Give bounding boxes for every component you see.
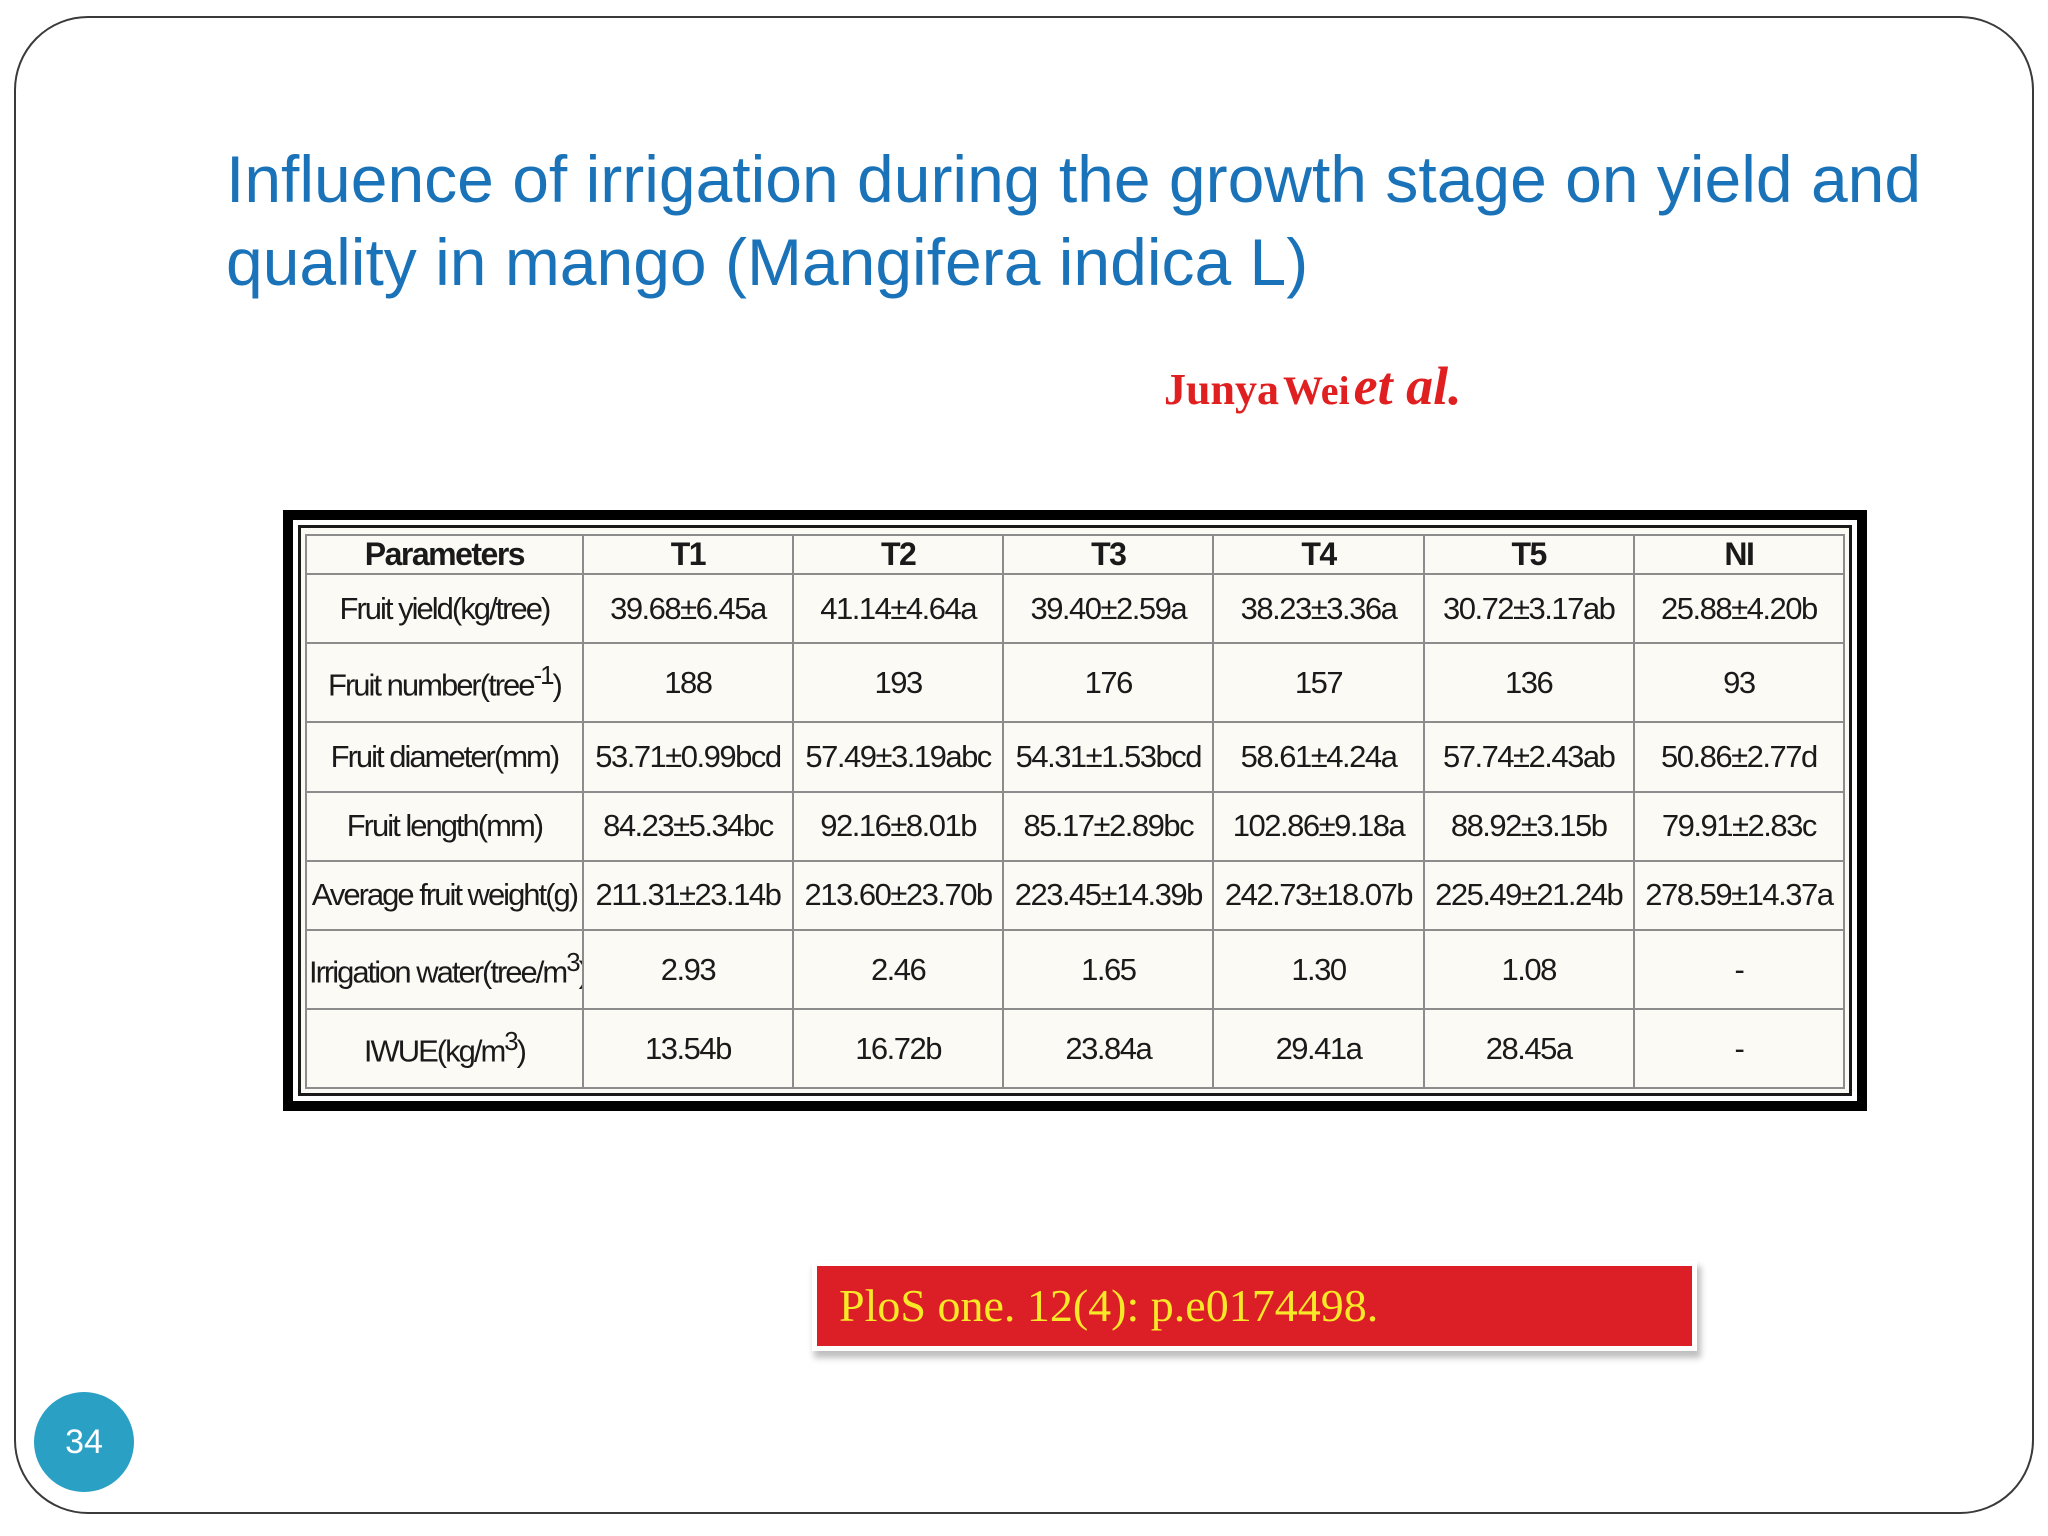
param-cell: Fruit length(mm) <box>305 790 584 862</box>
value-cell: 93 <box>1632 642 1846 724</box>
param-cell: Fruit diameter(mm) <box>305 721 584 793</box>
page-number-badge: 34 <box>34 1392 134 1492</box>
param-label: Fruit diameter(mm) <box>330 738 561 774</box>
value-cell: 16.72b <box>792 1008 1005 1089</box>
value-cell: 1.65 <box>1002 929 1215 1010</box>
table-row: IWUE(kg/m3) 13.54b 16.72b 23.84a 29.41a … <box>305 1008 1846 1089</box>
value-cell: 188 <box>581 642 795 724</box>
table-header-row: Parameters T1 T2 T3 T4 T5 NI <box>305 534 1846 575</box>
author-etal: et al. <box>1353 356 1462 416</box>
slide-title: Influence of irrigation during the growt… <box>226 142 1922 299</box>
table-mat: Parameters T1 T2 T3 T4 T5 NI Fruit yield… <box>293 520 1857 1101</box>
value-cell: 1.30 <box>1212 929 1425 1010</box>
value-cell: 2.46 <box>792 929 1005 1010</box>
header-cell: NI <box>1632 534 1846 575</box>
param-cell: Fruit number(tree-1) <box>305 642 584 724</box>
value-cell: 57.49±3.19abc <box>792 721 1005 793</box>
value-cell: 176 <box>1002 642 1215 724</box>
value-cell: 2.93 <box>581 929 795 1010</box>
param-superscript: 3 <box>566 948 580 977</box>
value-cell: 58.61±4.24a <box>1212 721 1425 793</box>
author-first-name: Junya <box>1164 365 1279 414</box>
param-label-end: ) <box>516 1033 527 1069</box>
param-label-end: ) <box>552 667 562 703</box>
param-label: Average fruit weight(g) <box>311 877 579 913</box>
table-body: Fruit yield(kg/tree) 39.68±6.45a 41.14±4… <box>305 572 1846 1089</box>
param-label: Fruit yield(kg/tree) <box>339 590 552 626</box>
value-cell: 102.86±9.18a <box>1212 790 1425 862</box>
param-label: Irrigation water(tree/m <box>309 954 568 990</box>
header-cell: Parameters <box>305 534 584 575</box>
value-cell: 157 <box>1212 642 1425 724</box>
value-cell: 85.17±2.89bc <box>1002 790 1215 862</box>
value-cell: 23.84a <box>1002 1008 1215 1089</box>
param-label: Fruit length(mm) <box>346 808 544 844</box>
author-last-name: Wei <box>1282 368 1350 413</box>
header-cell: T1 <box>581 534 795 575</box>
value-cell: 30.72±3.17ab <box>1422 572 1635 645</box>
value-cell: 223.45±14.39b <box>1002 859 1215 932</box>
value-cell: 242.73±18.07b <box>1212 859 1425 932</box>
value-cell: 38.23±3.36a <box>1212 572 1425 645</box>
param-label-end: ) <box>579 954 581 989</box>
value-cell: 28.45a <box>1422 1008 1635 1089</box>
value-cell: 225.49±21.24b <box>1422 859 1635 932</box>
value-cell: 84.23±5.34bc <box>581 790 795 862</box>
value-cell: 92.16±8.01b <box>792 790 1005 862</box>
value-cell: 88.92±3.15b <box>1422 790 1635 862</box>
value-cell: 41.14±4.64a <box>792 572 1005 645</box>
value-cell: 213.60±23.70b <box>792 859 1005 932</box>
param-label: IWUE(kg/m <box>363 1033 506 1069</box>
table-row: Fruit number(tree-1) 188 193 176 157 136… <box>305 642 1846 724</box>
header-cell: T3 <box>1002 534 1215 575</box>
param-superscript: -1 <box>533 662 555 691</box>
value-cell: 39.68±6.45a <box>581 572 795 645</box>
table-border: Parameters T1 T2 T3 T4 T5 NI Fruit yield… <box>298 525 1852 1096</box>
param-cell: Fruit yield(kg/tree) <box>305 572 584 645</box>
value-cell: 50.86±2.77d <box>1632 721 1846 793</box>
table-row: Fruit length(mm) 84.23±5.34bc 92.16±8.01… <box>305 790 1846 862</box>
value-cell: 54.31±1.53bcd <box>1002 721 1215 793</box>
param-cell: Irrigation water(tree/m3) <box>305 929 584 1010</box>
param-cell: IWUE(kg/m3) <box>305 1008 584 1089</box>
table-row: Fruit diameter(mm) 53.71±0.99bcd 57.49±3… <box>305 721 1846 793</box>
param-superscript: 3 <box>504 1027 518 1056</box>
value-cell: 53.71±0.99bcd <box>581 721 795 793</box>
results-table: Parameters T1 T2 T3 T4 T5 NI Fruit yield… <box>305 534 1846 1089</box>
value-cell: 136 <box>1422 642 1635 724</box>
header-cell: T4 <box>1212 534 1425 575</box>
value-cell: 25.88±4.20b <box>1632 572 1846 645</box>
table-row: Fruit yield(kg/tree) 39.68±6.45a 41.14±4… <box>305 572 1846 645</box>
header-cell: T2 <box>792 534 1005 575</box>
value-cell: - <box>1632 1008 1846 1089</box>
author-line: Junya Wei et al. <box>1164 356 1462 430</box>
header-cell: T5 <box>1422 534 1635 575</box>
param-cell: Average fruit weight(g) <box>305 859 584 932</box>
value-cell: 39.40±2.59a <box>1002 572 1215 645</box>
table-row: Irrigation water(tree/m3) 2.93 2.46 1.65… <box>305 929 1846 1010</box>
value-cell: 211.31±23.14b <box>581 859 795 932</box>
value-cell: 57.74±2.43ab <box>1422 721 1635 793</box>
value-cell: 1.08 <box>1422 929 1635 1010</box>
table-row: Average fruit weight(g) 211.31±23.14b 21… <box>305 859 1846 932</box>
param-label: Fruit number(tree <box>328 667 535 703</box>
table-frame: Parameters T1 T2 T3 T4 T5 NI Fruit yield… <box>283 510 1867 1111</box>
value-cell: 13.54b <box>581 1008 795 1089</box>
citation-box: PloS one. 12(4): p.e0174498. <box>817 1266 1692 1346</box>
value-cell: 79.91±2.83c <box>1632 790 1846 862</box>
value-cell: 278.59±14.37a <box>1632 859 1846 932</box>
value-cell: 29.41a <box>1212 1008 1425 1089</box>
value-cell: 193 <box>792 642 1005 724</box>
value-cell: - <box>1632 929 1846 1010</box>
